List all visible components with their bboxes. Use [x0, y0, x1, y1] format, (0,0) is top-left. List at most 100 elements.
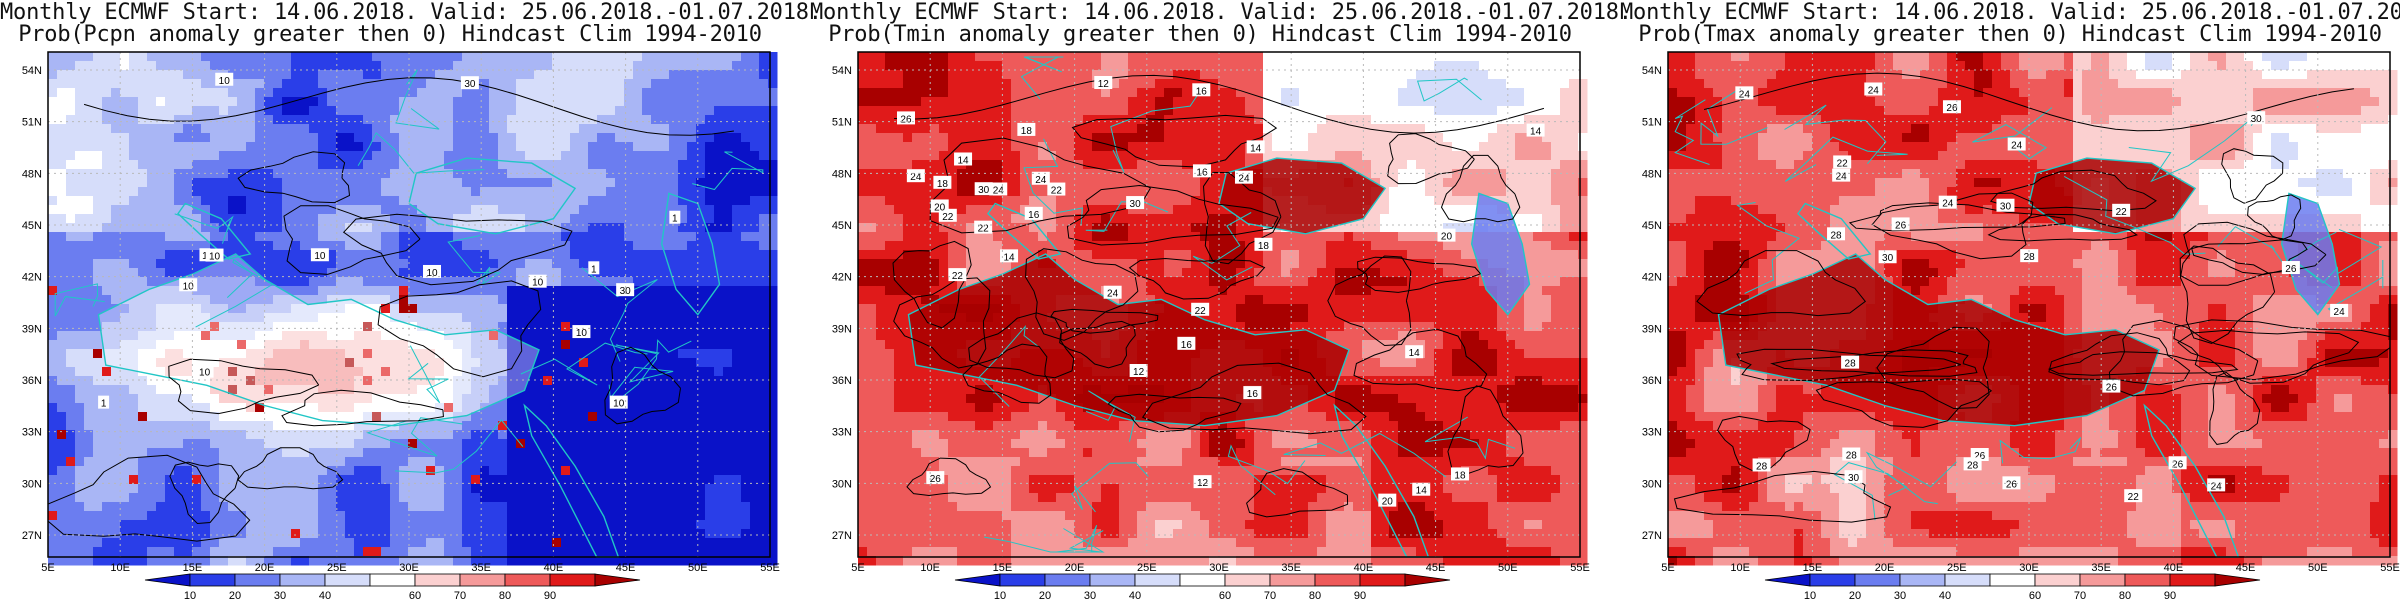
field-cell — [696, 79, 706, 89]
field-cell — [327, 448, 337, 458]
field-cell — [192, 484, 202, 494]
field-cell — [498, 259, 508, 269]
field-cell — [741, 178, 751, 188]
field-cell — [930, 52, 940, 62]
field-cell — [489, 466, 499, 476]
field-cell — [669, 52, 679, 62]
field-cell — [93, 340, 103, 350]
field-cell — [480, 187, 490, 197]
field-cell — [669, 511, 679, 521]
field-cell — [102, 142, 112, 152]
field-cell — [183, 412, 193, 422]
field-cell — [570, 178, 580, 188]
field-cell — [300, 529, 310, 539]
field-cell — [399, 484, 409, 494]
field-cell — [525, 88, 535, 98]
field-cell — [381, 97, 391, 107]
field-cell — [642, 286, 652, 296]
field-cell — [156, 79, 166, 89]
field-cell — [48, 385, 58, 395]
field-cell — [291, 385, 301, 395]
field-cell — [687, 331, 697, 341]
field-cell — [705, 556, 715, 566]
contour-label-bg — [423, 264, 442, 278]
field-cell — [192, 61, 202, 71]
field-cell — [669, 79, 679, 89]
field-cell — [165, 340, 175, 350]
field-cell — [282, 502, 292, 512]
field-cell — [147, 250, 157, 260]
field-cell — [759, 484, 769, 494]
field-cell — [219, 484, 229, 494]
field-cell — [84, 286, 94, 296]
field-cell — [228, 394, 238, 404]
field-cell — [741, 97, 751, 107]
field-cell — [354, 403, 364, 413]
field-cell — [516, 367, 526, 377]
colorbar-segment — [279, 573, 326, 587]
field-cell — [282, 475, 292, 485]
field-cell — [444, 385, 454, 395]
field-cell — [768, 538, 778, 548]
field-cell — [750, 259, 760, 269]
field-cell — [750, 52, 760, 62]
field-cell — [570, 133, 580, 143]
field-cell — [444, 241, 454, 251]
field-cell — [372, 412, 382, 422]
field-cell — [102, 358, 112, 368]
field-cell — [93, 484, 103, 494]
field-cell — [282, 394, 292, 404]
field-cell — [768, 412, 778, 422]
field-cell — [552, 520, 562, 530]
field-cell — [498, 394, 508, 404]
field-cell — [606, 259, 616, 269]
contour-line — [377, 280, 542, 378]
field-cell — [66, 232, 76, 242]
field-cell — [381, 214, 391, 224]
field-cell — [633, 322, 643, 332]
field-cell — [480, 322, 490, 332]
field-cell — [372, 61, 382, 71]
field-cell — [111, 313, 121, 323]
field-cell — [1029, 61, 1039, 71]
field-cell — [84, 448, 94, 458]
field-cell — [624, 205, 634, 215]
field-cell — [552, 241, 562, 251]
field-cell — [480, 124, 490, 134]
field-cell — [219, 511, 229, 521]
field-cell — [561, 133, 571, 143]
field-cell — [93, 529, 103, 539]
contour-label: 30 — [620, 286, 632, 297]
field-cell — [228, 304, 238, 314]
field-cell — [723, 151, 733, 161]
field-cell — [426, 421, 436, 431]
field-cell — [273, 313, 283, 323]
field-cell — [426, 466, 436, 476]
field-cell — [1164, 61, 1174, 71]
field-cell — [120, 115, 130, 125]
field-cell — [381, 232, 391, 242]
field-cell — [219, 313, 229, 323]
field-cell — [525, 214, 535, 224]
field-cell — [498, 178, 508, 188]
field-cell — [57, 79, 67, 89]
field-cell — [588, 439, 598, 449]
field-cell — [1470, 61, 1480, 71]
field-cell — [624, 259, 634, 269]
field-cell — [1002, 61, 1012, 71]
field-cell — [606, 196, 616, 206]
field-cell — [219, 457, 229, 467]
field-cell — [201, 277, 211, 287]
field-cell — [525, 547, 535, 557]
field-cell — [57, 142, 67, 152]
field-cell — [381, 349, 391, 359]
field-cell — [1137, 61, 1147, 71]
field-cell — [201, 232, 211, 242]
field-cell — [390, 403, 400, 413]
field-cell — [579, 385, 589, 395]
field-cell — [381, 502, 391, 512]
field-cell — [300, 97, 310, 107]
field-cell — [156, 250, 166, 260]
field-cell — [345, 358, 355, 368]
field-cell — [363, 475, 373, 485]
